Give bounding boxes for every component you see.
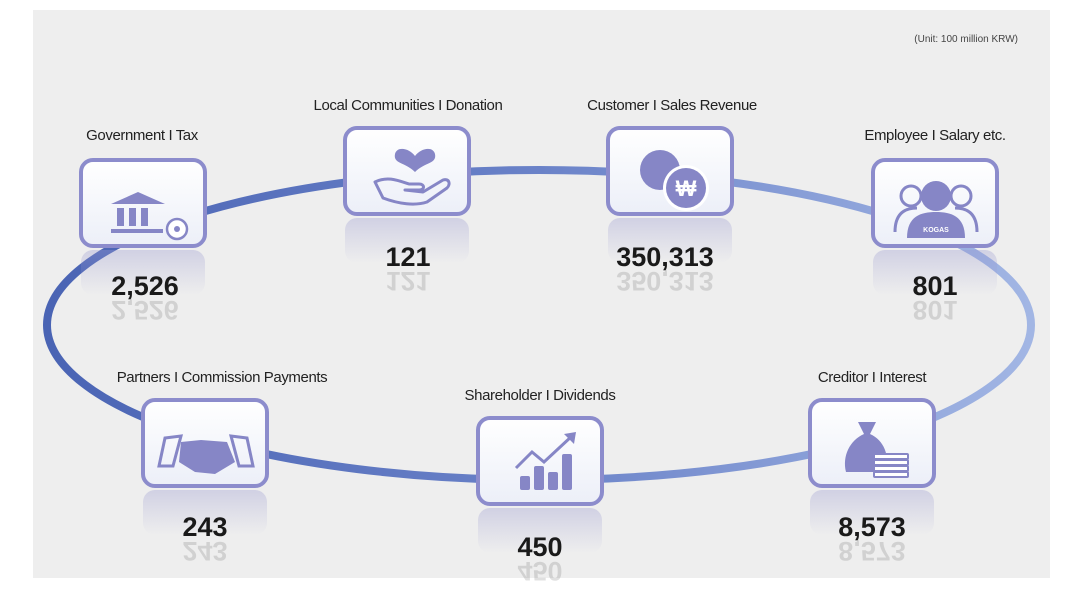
node-label: Government I Tax (86, 127, 199, 144)
value-reflection: 8,573 (838, 536, 906, 566)
icon (111, 229, 163, 233)
icon (564, 432, 576, 444)
icon (179, 440, 235, 474)
node-value: 121 (385, 242, 430, 272)
icon (373, 177, 451, 206)
icon (394, 148, 436, 172)
value-reflection: 350,313 (616, 266, 714, 296)
icon (666, 168, 706, 208)
icon-symbol: ₩ (676, 176, 697, 201)
box-reflection (478, 508, 602, 553)
box-reflection (608, 218, 732, 263)
icon (548, 472, 558, 490)
icon-box (476, 416, 604, 506)
icon-group (157, 434, 255, 474)
value-reflection: 243 (182, 536, 227, 566)
icon (174, 226, 180, 232)
node-label: Partners I Commission Payments (117, 369, 328, 386)
icon (562, 454, 572, 490)
icon (534, 466, 544, 490)
value-reflection: 2,526 (111, 295, 179, 325)
value-reflection: 121 (385, 266, 430, 296)
node-value: 350,313 (616, 242, 714, 272)
icon-box (343, 126, 471, 216)
icon-group (844, 422, 909, 478)
icon (873, 471, 909, 478)
node-label: Customer I Sales Revenue (587, 97, 757, 114)
value-reflection: 801 (912, 295, 957, 325)
node-value: 243 (182, 512, 227, 542)
icon (111, 192, 165, 204)
node-label: Shareholder I Dividends (465, 387, 616, 404)
icon-text: KOGAS (923, 227, 949, 234)
node-value: 8,573 (838, 512, 906, 542)
box-reflection (143, 490, 267, 535)
node-label: Employee I Salary etc. (864, 127, 1005, 144)
box-reflection (345, 218, 469, 263)
node-label: Creditor I Interest (818, 369, 928, 386)
node-value: 450 (517, 532, 562, 562)
node-value: 801 (912, 271, 957, 301)
box-reflection (810, 490, 934, 535)
icon-group (111, 192, 189, 241)
icon (141, 208, 148, 226)
icon-group: ₩ (640, 150, 709, 211)
icon-group: KOGAS (893, 181, 979, 238)
icon (873, 453, 909, 460)
icon (157, 434, 255, 468)
icon (907, 212, 965, 238)
node-label: Local Communities I Donation (314, 97, 503, 114)
node-value: 2,526 (111, 271, 179, 301)
box-reflection (81, 250, 205, 295)
icon (893, 206, 979, 233)
icon (921, 181, 951, 211)
box-reflection (873, 250, 997, 295)
icon (520, 476, 530, 490)
icon (873, 459, 909, 466)
icon (873, 465, 909, 472)
icon-group (514, 432, 576, 490)
value-reflection: 450 (517, 556, 562, 586)
icon (117, 208, 124, 226)
icon (129, 208, 136, 226)
icon-group (373, 148, 451, 206)
icon (514, 434, 574, 470)
unit-note: (Unit: 100 million KRW) (914, 34, 1018, 45)
